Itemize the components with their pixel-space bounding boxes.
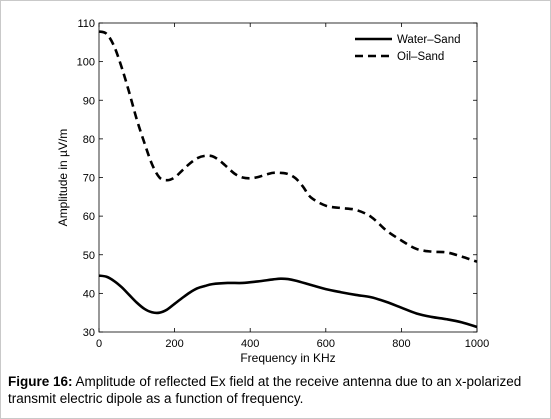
plot-area-border xyxy=(98,22,478,333)
line-chart: 30 40 50 60 70 80 90 100 110 0 200 400 600 800 1000 W… xyxy=(56,18,489,365)
y-tick-label: 50 xyxy=(83,250,95,262)
x-tick-label: 0 xyxy=(96,338,102,350)
y-tick-label: 100 xyxy=(77,57,95,69)
legend-label-oil-sand: Oil–Sand xyxy=(397,51,444,63)
y-tick-label: 90 xyxy=(83,95,95,107)
x-tick-label: 400 xyxy=(241,338,259,350)
legend: Water–Sand Oil–Sand xyxy=(355,34,461,63)
y-axis-label: Amplitude in µV/m xyxy=(56,129,70,227)
x-tick-label: 800 xyxy=(392,338,410,350)
y-axis-ticks: 30 40 50 60 70 80 90 100 110 xyxy=(77,18,477,339)
y-tick-label: 30 xyxy=(83,327,95,339)
series-layer xyxy=(98,30,478,329)
legend-label-water-sand: Water–Sand xyxy=(397,34,461,46)
y-tick-label: 40 xyxy=(83,288,95,300)
y-tick-label: 80 xyxy=(83,134,95,146)
x-tick-label: 200 xyxy=(165,338,183,350)
y-tick-label: 70 xyxy=(83,173,95,185)
x-tick-label: 600 xyxy=(317,338,335,350)
series-line-oil-sand xyxy=(98,30,478,263)
series-line-water-sand xyxy=(98,274,478,329)
y-tick-label: 110 xyxy=(77,18,95,30)
caption-text: Amplitude of reflected Ex field at the r… xyxy=(8,374,522,406)
caption-label: Figure 16: xyxy=(8,374,73,389)
plot-axes xyxy=(98,22,478,333)
x-axis-label: Frequency in KHz xyxy=(240,351,335,365)
x-tick-label: 1000 xyxy=(465,338,489,350)
y-tick-label: 60 xyxy=(83,211,95,223)
figure-caption: Figure 16: Amplitude of reflected Ex fie… xyxy=(8,373,543,407)
x-axis-ticks: 0 200 400 600 800 1000 xyxy=(96,23,489,350)
